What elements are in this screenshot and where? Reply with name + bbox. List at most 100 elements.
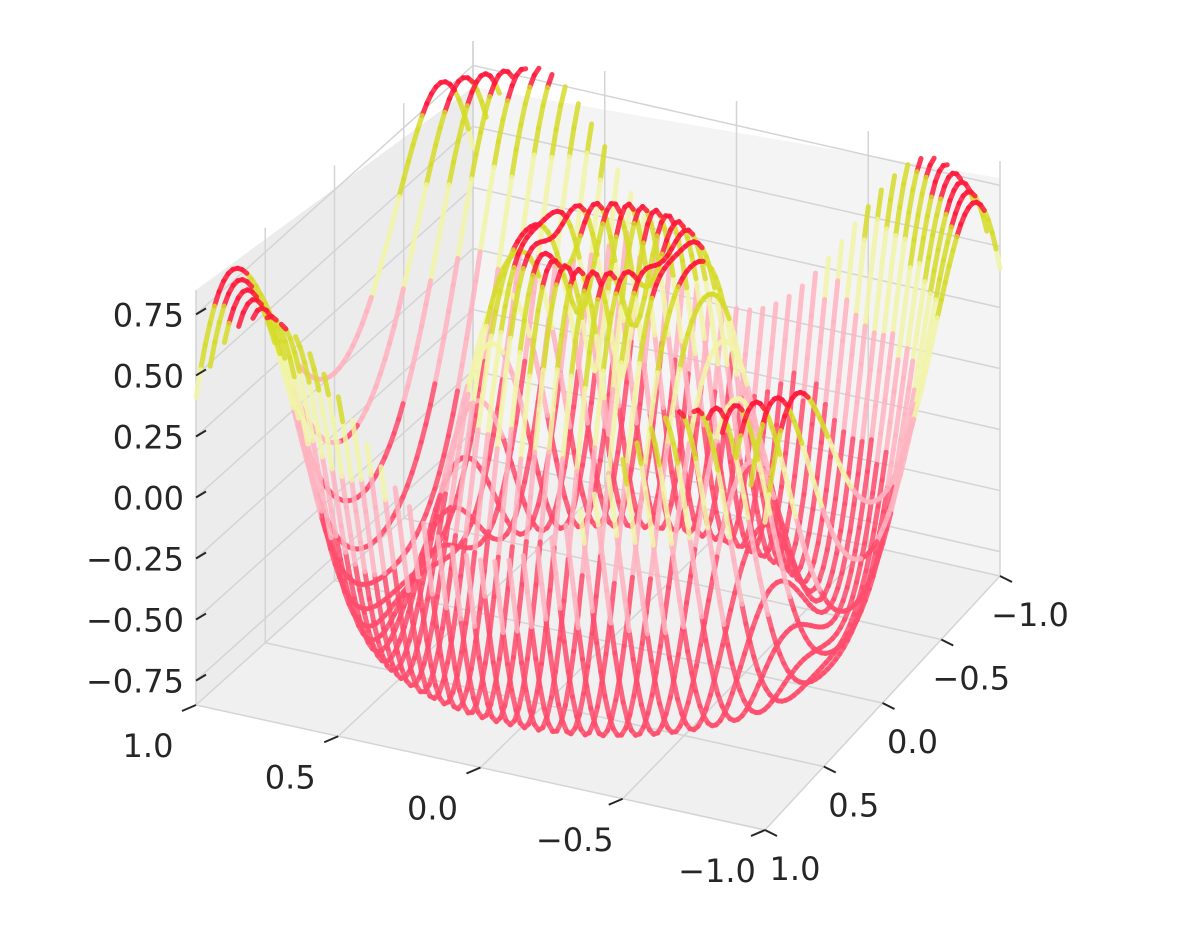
surface-contour-segment [212, 289, 222, 309]
surface-contour-segment [356, 614, 366, 635]
surface-contour-segment [457, 464, 467, 504]
surface-contour-segment [742, 307, 753, 358]
surface-contour-segment [792, 438, 802, 479]
surface-contour-segment [518, 413, 528, 462]
surface-contour-segment [198, 342, 208, 373]
surface-contour-segment [488, 288, 498, 310]
surface-contour-segment [719, 488, 729, 517]
surface-contour-segment [477, 220, 488, 255]
surface-contour-segment [291, 394, 301, 421]
surface-contour-segment [849, 312, 859, 358]
surface-contour-segment [338, 557, 348, 584]
surface-contour-segment [442, 676, 453, 700]
surface-contour-segment [938, 280, 948, 303]
surface-contour-segment [713, 509, 723, 533]
surface-contour-segment [396, 176, 407, 200]
surface-contour-segment [542, 449, 552, 500]
surface-contour-segment [486, 432, 496, 461]
surface-contour-segment [793, 514, 803, 535]
surface-contour-segment [410, 127, 421, 148]
surface-contour-segment [401, 159, 411, 182]
surface-contour-segment [564, 373, 574, 419]
surface-contour-segment [933, 276, 943, 303]
surface-contour-segment [926, 232, 936, 260]
surface-contour-segment [606, 430, 616, 476]
surface-contour-segment [522, 181, 532, 219]
surface-contour-segment [540, 390, 550, 418]
surface-contour-segment [378, 464, 388, 503]
surface-contour-segment [297, 344, 308, 366]
surface-contour-segment [494, 406, 505, 452]
surface-contour-segment [767, 510, 777, 535]
surface-contour-segment [643, 375, 653, 416]
surface-contour-segment [600, 555, 610, 594]
x-tick-label: 0.0 [887, 723, 938, 761]
surface-contour-segment [721, 622, 731, 648]
surface-contour-segment [301, 390, 311, 419]
surface-contour-segment [343, 504, 354, 539]
surface-contour-segment [533, 656, 543, 690]
surface-contour-segment [907, 237, 917, 270]
surface-contour-segment [815, 516, 825, 546]
surface-contour-segment [400, 266, 411, 292]
surface-contour-segment [596, 368, 606, 411]
surface-contour-segment [850, 399, 860, 442]
surface-contour-segment [509, 147, 519, 180]
surface-contour-segment [930, 212, 940, 238]
surface-contour-segment [450, 255, 461, 288]
surface-contour-segment [456, 400, 466, 425]
surface-contour-segment [581, 540, 591, 580]
surface-contour-segment [459, 202, 470, 234]
surface-contour-segment [856, 498, 866, 531]
surface-contour-segment [900, 346, 910, 381]
surface-contour-segment [482, 191, 492, 226]
surface-contour-segment [448, 637, 458, 671]
surface-contour-segment [645, 692, 655, 716]
surface-contour-segment [611, 478, 621, 505]
surface-contour-segment [646, 513, 656, 548]
surface-contour-segment [445, 411, 456, 439]
surface-contour-segment [609, 291, 619, 316]
surface-contour-segment [333, 555, 343, 579]
surface-contour-segment [871, 293, 881, 336]
surface-contour-segment [616, 403, 626, 441]
surface-contour-segment [919, 314, 929, 345]
surface-contour-segment [334, 444, 345, 480]
surface-contour-segment [436, 453, 447, 476]
surface-contour-segment [893, 205, 903, 238]
surface-contour-segment [650, 542, 660, 578]
surface-contour-segment [316, 387, 326, 417]
surface-contour-segment [627, 290, 637, 314]
surface-contour-segment [406, 504, 417, 545]
surface-contour-segment [415, 574, 425, 613]
surface-contour-segment [563, 522, 573, 563]
surface-contour-segment [591, 491, 601, 528]
surface-contour-segment [514, 628, 525, 666]
surface-contour-segment [636, 240, 646, 271]
surface-contour-segment [789, 498, 799, 520]
surface-contour-segment [580, 150, 590, 189]
surface-contour-segment [306, 379, 317, 408]
surface-contour-segment [437, 334, 447, 364]
surface-contour-segment [296, 395, 306, 424]
surface-contour-segment [387, 212, 397, 235]
surface-contour-segment [401, 609, 412, 630]
surface-contour-segment [894, 266, 904, 303]
surface-contour-segment [752, 438, 762, 464]
surface-contour-segment [923, 291, 933, 320]
surface-contour-segment [592, 405, 602, 451]
surface-contour-segment [620, 456, 630, 487]
surface-contour-segment [314, 487, 324, 514]
surface-contour-segment [202, 321, 213, 348]
surface-contour-segment [319, 488, 329, 518]
surface-contour-segment [531, 350, 542, 375]
surface-contour-segment [553, 570, 563, 611]
surface-contour-segment [928, 179, 938, 200]
surface-contour-segment [539, 627, 549, 667]
surface-contour-segment [717, 599, 727, 628]
surface-contour-segment [281, 368, 292, 392]
surface-contour-segment [375, 639, 386, 659]
surface-contour-segment [550, 367, 560, 412]
surface-contour-segment [352, 561, 363, 593]
surface-contour-segment [614, 360, 624, 399]
